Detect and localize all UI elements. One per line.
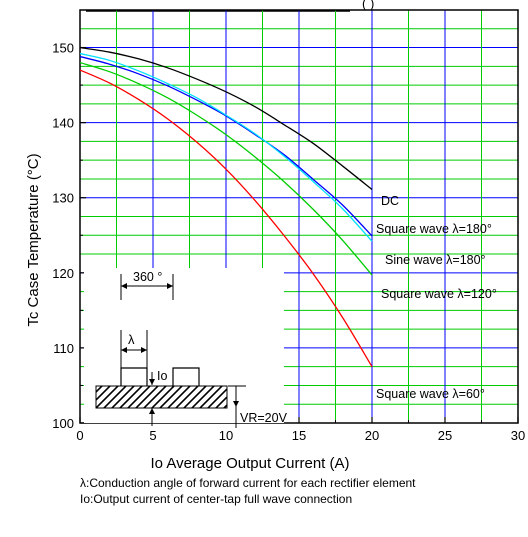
- y-tick-label: 140: [52, 116, 74, 131]
- x-axis-label: Io Average Output Current (A): [151, 455, 350, 472]
- y-tick-label: 120: [52, 266, 74, 281]
- label-sine-180: Sine wave λ=180°: [385, 253, 486, 267]
- x-tick-label: 10: [219, 428, 233, 443]
- y-tick-label: 150: [52, 41, 74, 56]
- axis-ticks: 0 5 10 15 20 25 30 100 110 120 130 140 150: [52, 41, 525, 443]
- x-tick-label: 20: [365, 428, 379, 443]
- y-tick-label: 110: [53, 341, 74, 356]
- note-io: Io:Output current of center-tap full wav…: [80, 492, 353, 506]
- y-tick-label: 130: [52, 191, 74, 206]
- series-line: [80, 61, 373, 276]
- series-line: [80, 52, 373, 242]
- chart-title-fragment: ( ): [362, 0, 374, 11]
- series-line: [80, 46, 373, 190]
- x-tick-label: 25: [438, 428, 452, 443]
- series-group: [80, 46, 373, 368]
- y-axis-label: Tc Case Temperature (°C): [25, 153, 42, 326]
- x-tick-label: 30: [511, 428, 525, 443]
- label-square-180: Square wave λ=180°: [376, 222, 492, 236]
- x-tick-label: 5: [149, 428, 156, 443]
- curve-labels: DC Square wave λ=180° Sine wave λ=180° S…: [376, 194, 497, 401]
- label-dc: DC: [381, 194, 399, 208]
- vr-label: VR=20V: [240, 411, 288, 425]
- waveform-inset: 360 ° λ Io VR=20V: [84, 268, 288, 428]
- label-square-120: Square wave λ=120°: [381, 287, 497, 301]
- x-tick-label: 0: [76, 428, 83, 443]
- grid: [80, 10, 518, 423]
- hatched-region: [95, 385, 228, 409]
- label-square-60: Square wave λ=60°: [376, 387, 485, 401]
- series-line: [80, 69, 373, 368]
- io-label: Io: [157, 369, 167, 383]
- y-tick-label: 100: [52, 416, 74, 431]
- angle-label: 360 °: [133, 270, 162, 284]
- x-tick-label: 15: [292, 428, 306, 443]
- lambda-label: λ: [128, 332, 135, 347]
- note-lambda: λ:Conduction angle of forward current fo…: [80, 476, 416, 490]
